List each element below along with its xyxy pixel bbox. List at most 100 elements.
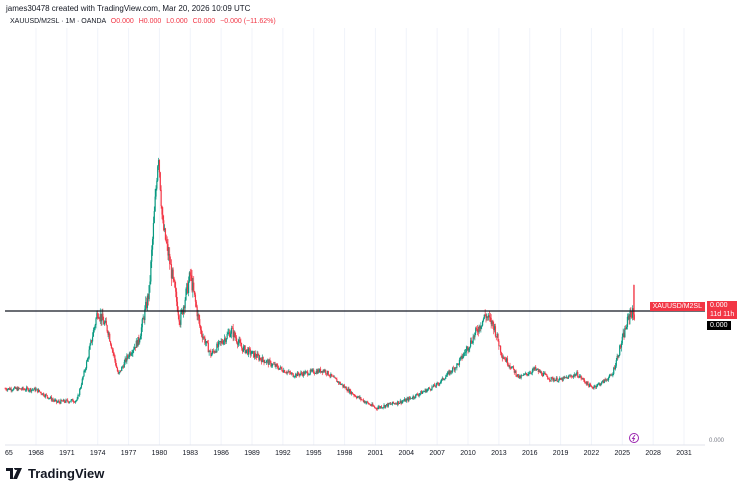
candle (502, 354, 504, 360)
candle (403, 397, 406, 402)
candle (320, 371, 323, 373)
candle (633, 284, 635, 321)
candle (268, 358, 270, 365)
candle (301, 372, 304, 377)
candle (536, 368, 539, 371)
candle (525, 372, 527, 376)
candle (607, 378, 609, 381)
candle (578, 374, 581, 379)
candle (177, 306, 179, 320)
candle (150, 260, 152, 285)
candle (371, 402, 373, 407)
candle (216, 342, 218, 353)
candle (206, 340, 209, 344)
candle (49, 397, 51, 400)
candle (137, 337, 139, 347)
candle (601, 380, 604, 383)
candle (294, 376, 296, 379)
candle (432, 386, 434, 388)
candle (19, 388, 21, 390)
candle (391, 401, 394, 406)
candle (409, 396, 412, 400)
candle (201, 330, 203, 343)
candle (568, 374, 570, 377)
candle (200, 326, 203, 337)
candle (178, 314, 180, 326)
candle (503, 356, 505, 359)
candle (496, 331, 498, 338)
candle (229, 330, 232, 338)
candle (337, 380, 340, 386)
price-chart[interactable]: 65 1968 1971 1974 1977 1980 1983 1986 1989 1992 19… (0, 0, 745, 460)
candle (283, 367, 285, 373)
candle (598, 382, 600, 386)
candle (14, 386, 17, 390)
candle (516, 374, 518, 378)
legend-symbol[interactable]: XAUUSD/M2SL · 1M · OANDA (10, 18, 106, 25)
x-tick-label: 1980 (152, 450, 168, 457)
candle (603, 379, 605, 384)
candle (473, 335, 475, 340)
candle (594, 384, 596, 388)
candle (25, 388, 27, 392)
candle (307, 373, 310, 376)
candle (94, 323, 96, 331)
lightning-icon[interactable] (629, 433, 639, 443)
candle (77, 393, 79, 400)
candle (229, 329, 231, 338)
candle (398, 402, 401, 404)
candle (408, 396, 410, 402)
candle (15, 387, 17, 390)
x-tick-label: 1977 (121, 450, 137, 457)
candle (271, 363, 273, 368)
candle (249, 347, 251, 358)
candle (589, 382, 592, 387)
candle (6, 387, 8, 392)
candle (235, 332, 237, 342)
candle (571, 374, 573, 379)
candle (479, 325, 481, 332)
candle (485, 313, 487, 323)
candle (110, 343, 113, 349)
candle (433, 382, 436, 387)
candle (280, 366, 282, 370)
candle (514, 370, 516, 374)
candle (247, 346, 249, 356)
candle (205, 338, 207, 347)
tradingview-logo[interactable]: TradingView (6, 466, 104, 481)
candle (537, 368, 539, 375)
candle (157, 157, 160, 171)
candle (545, 373, 547, 375)
candle (21, 386, 23, 391)
candle (282, 370, 284, 373)
candle (579, 374, 581, 378)
candle (100, 313, 102, 326)
candle (106, 324, 108, 333)
candle (121, 365, 124, 369)
candle (102, 308, 104, 321)
candle (548, 377, 551, 383)
candle (195, 299, 197, 308)
candle (119, 370, 121, 374)
candle (4, 387, 6, 390)
candle (573, 372, 575, 378)
candle (179, 319, 181, 328)
candle (151, 236, 154, 256)
countdown: 11d 11h (710, 311, 735, 318)
candle (297, 371, 299, 376)
candle (544, 371, 546, 376)
candle (407, 396, 409, 403)
candle (187, 276, 190, 297)
candle (128, 351, 131, 360)
candle (465, 345, 467, 356)
candle (114, 354, 116, 363)
candle (284, 371, 287, 374)
candle (602, 379, 605, 384)
candle (202, 333, 204, 341)
candle (103, 316, 105, 325)
candle (381, 407, 383, 409)
candle (326, 370, 329, 376)
candle (517, 374, 520, 379)
candle (120, 370, 122, 373)
candle (390, 402, 392, 405)
